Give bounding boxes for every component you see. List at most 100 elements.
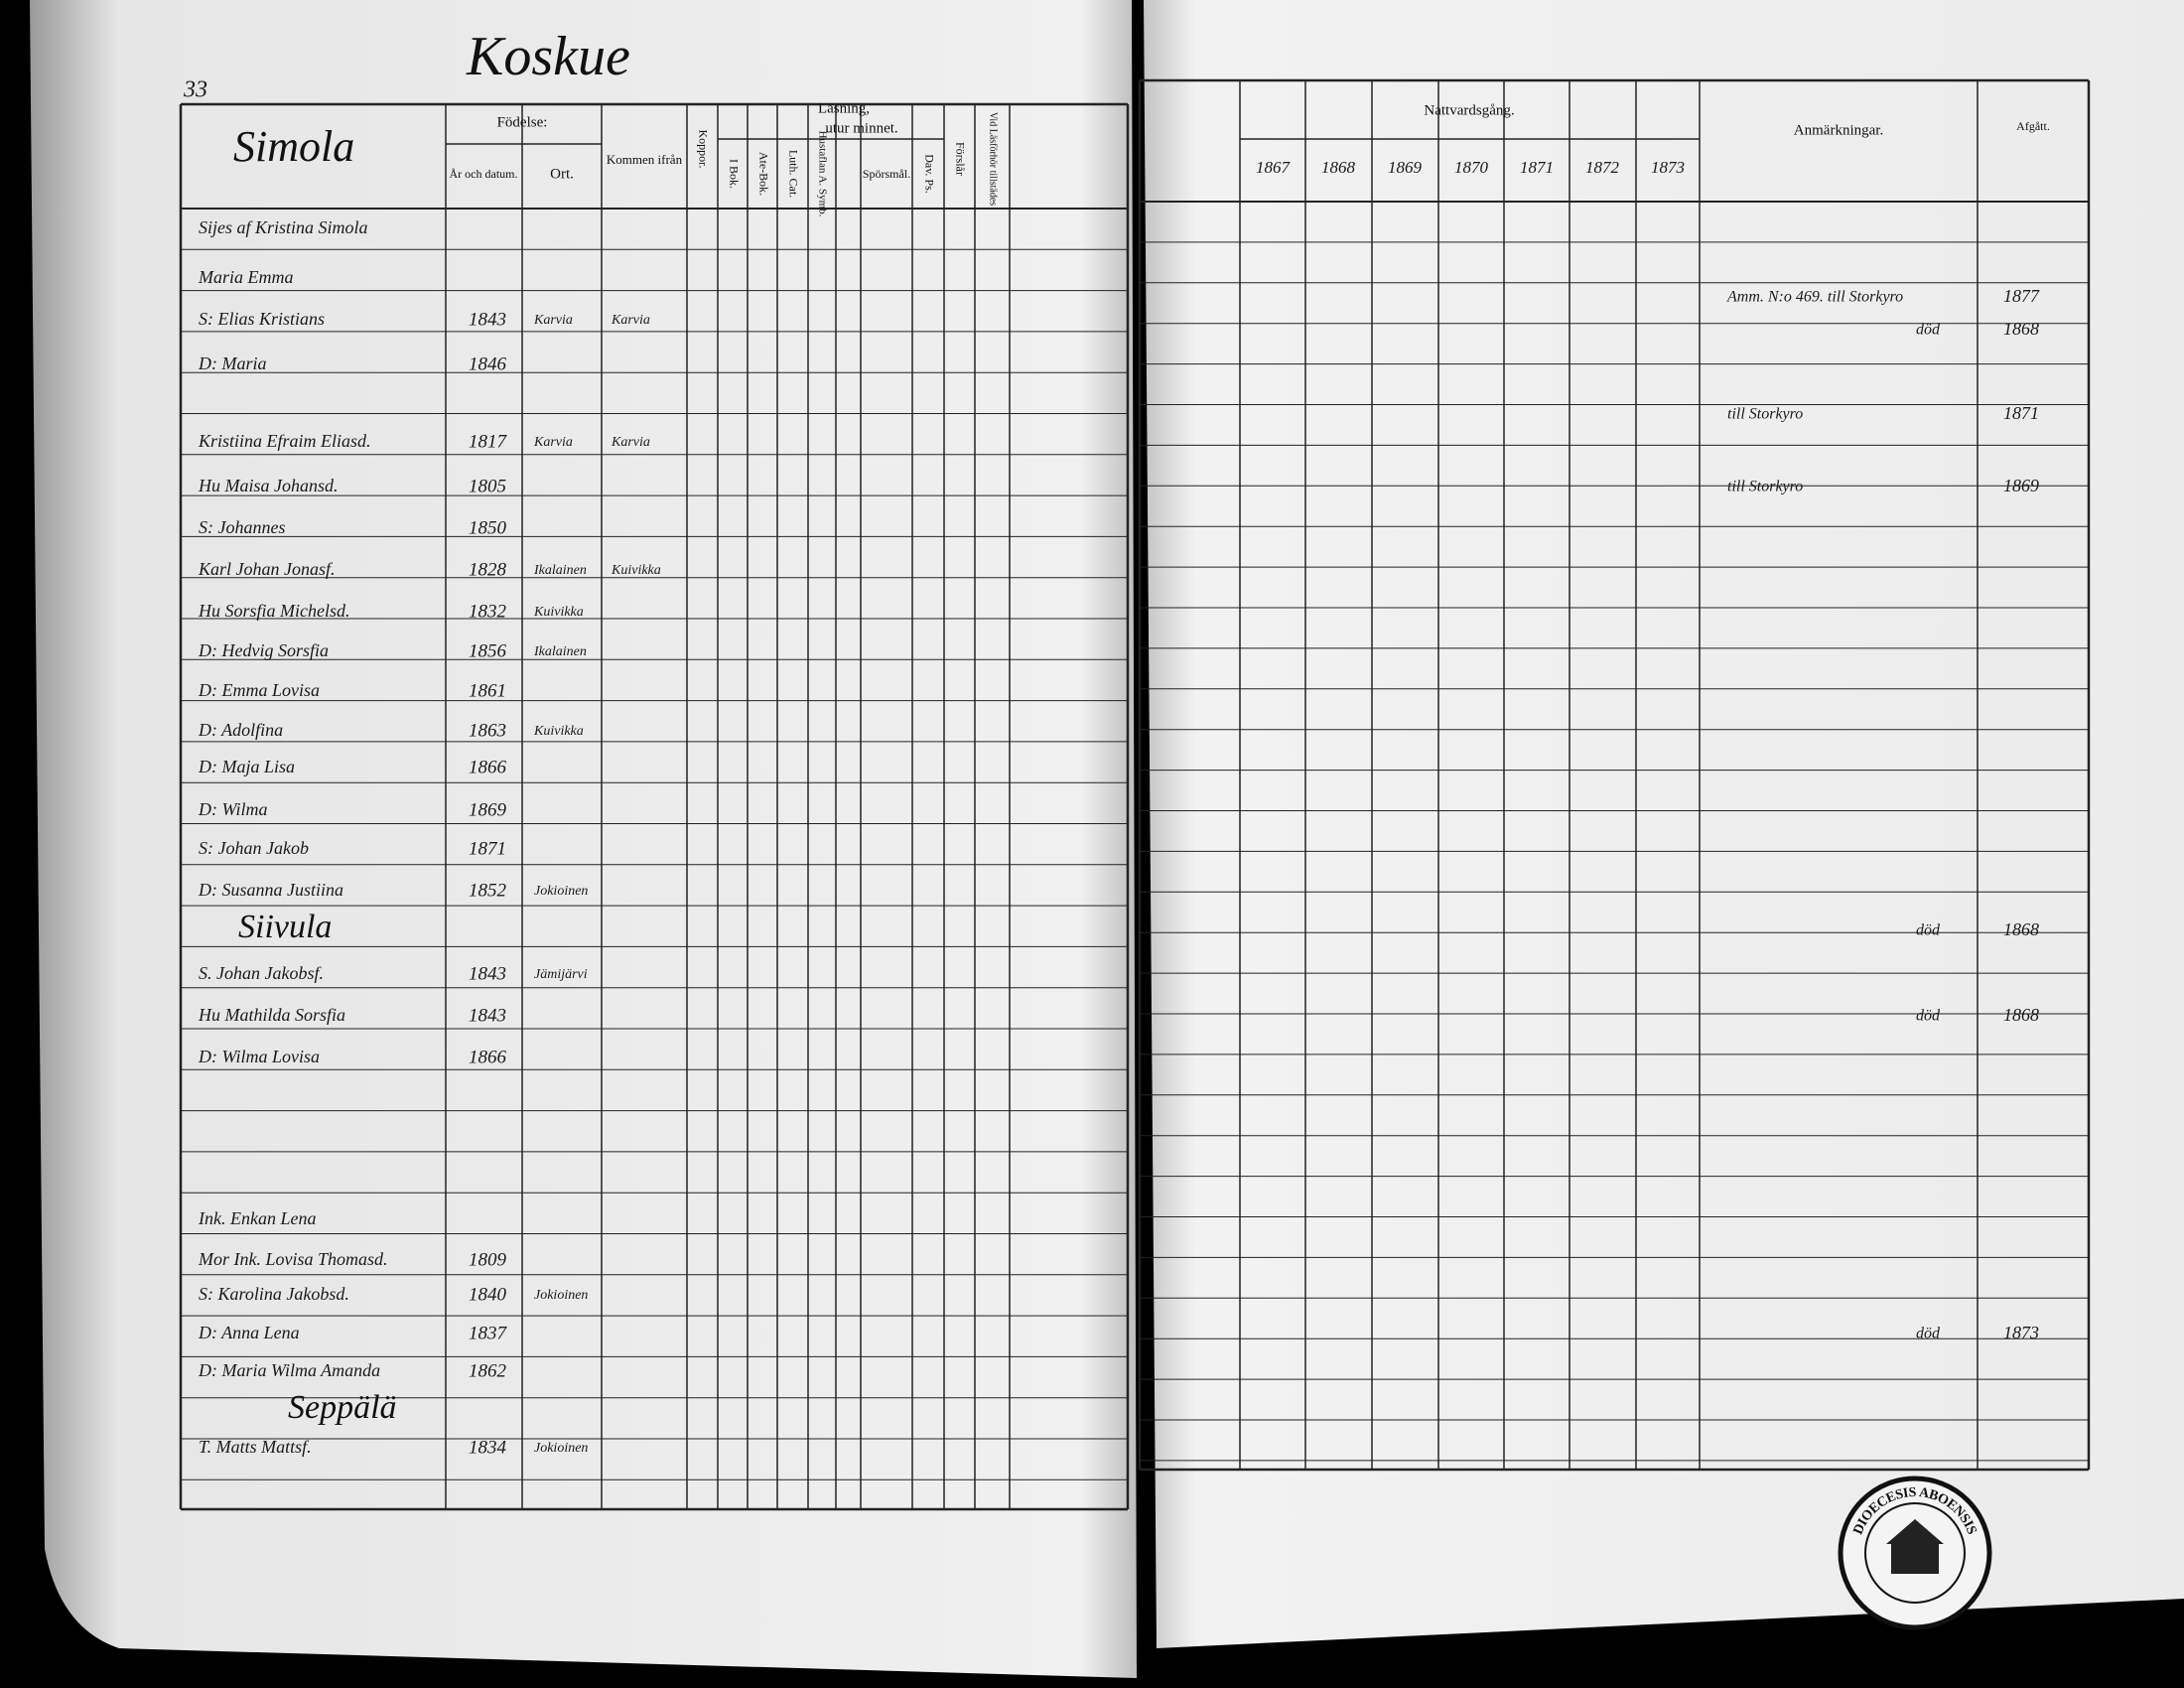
- person-name: S: Elias Kristians: [199, 309, 325, 329]
- came-from: Kuivikka: [611, 563, 661, 578]
- header: Anmärkningar.: [1794, 122, 1883, 138]
- year-header: 1873: [1651, 158, 1685, 177]
- birth-date: 1832: [469, 601, 507, 622]
- birth-date: 1843: [469, 963, 506, 984]
- birth-place: Jokioinen: [534, 1288, 588, 1303]
- came-from: Karvia: [611, 313, 650, 328]
- departed-year: 1868: [2003, 319, 2039, 339]
- year-header: 1869: [1388, 158, 1423, 177]
- birth-place: Ikalainen: [533, 644, 587, 659]
- header: Nattvardsgång.: [1424, 102, 1514, 118]
- person-name: D: Maja Lisa: [198, 757, 295, 776]
- person-name: D: Adolfina: [198, 720, 283, 740]
- birth-date: 1866: [469, 757, 507, 777]
- person-name: S: Johannes: [199, 517, 285, 537]
- person-name: D: Maria Wilma Amanda: [198, 1360, 380, 1380]
- birth-date: 1846: [469, 353, 507, 374]
- remark: död: [1916, 322, 1941, 339]
- person-name: T. Matts Mattsf.: [199, 1437, 312, 1457]
- birth-place: Jokioinen: [534, 1441, 588, 1456]
- birth-date: 1843: [469, 1005, 506, 1026]
- birth-date: 1869: [469, 799, 507, 820]
- birth-date: 1834: [469, 1437, 507, 1458]
- birth-date: 1862: [469, 1360, 507, 1381]
- header: Födelse:: [497, 114, 548, 130]
- person-name: Mor Ink. Lovisa Thomasd.: [198, 1249, 388, 1269]
- birth-date: 1805: [469, 476, 506, 496]
- person-name: Maria Emma: [198, 267, 294, 287]
- year-header: 1871: [1520, 158, 1554, 177]
- person-name: Ink. Enkan Lena: [198, 1208, 316, 1228]
- birth-place: Kuivikka: [533, 724, 584, 739]
- departed-year: 1868: [2003, 1005, 2039, 1025]
- birth-date: 1861: [469, 680, 506, 701]
- person-name: S. Johan Jakobsf.: [199, 963, 324, 983]
- person-name: S: Karolina Jakobsd.: [199, 1284, 349, 1304]
- birth-place: Ikalainen: [533, 563, 587, 578]
- farm-title: Siivula: [238, 909, 332, 945]
- page-number: 33: [183, 77, 207, 103]
- birth-date: 1856: [469, 640, 507, 661]
- person-name: D: Maria: [198, 353, 267, 373]
- year-header: 1872: [1585, 158, 1620, 177]
- farm-title: Simola: [233, 122, 354, 171]
- departed-year: 1873: [2003, 1323, 2039, 1342]
- birth-date: 1852: [469, 880, 507, 901]
- header: Afgått.: [2016, 119, 2050, 133]
- person-name: Hu Mathilda Sorsfia: [198, 1005, 345, 1025]
- header: Läsning,: [818, 100, 870, 116]
- birth-date: 1843: [469, 309, 506, 330]
- person-name: Sijes af Kristina Simola: [199, 217, 368, 237]
- birth-place: Jämijärvi: [534, 967, 588, 982]
- birth-date: 1809: [469, 1249, 507, 1270]
- right-page: [1144, 0, 2184, 1648]
- header: Spörsmål.: [863, 167, 910, 181]
- left-page: [30, 0, 1137, 1678]
- birth-date: 1863: [469, 720, 506, 741]
- header: År och datum.: [450, 167, 518, 181]
- birth-place: Jokioinen: [534, 884, 588, 899]
- person-name: D: Emma Lovisa: [198, 680, 320, 700]
- person-name: D: Susanna Justiina: [198, 880, 343, 900]
- person-name: Hu Maisa Johansd.: [198, 476, 339, 495]
- header: Hustaflan A. Symb.: [816, 131, 828, 217]
- birth-date: 1837: [469, 1323, 508, 1343]
- year-header: 1870: [1454, 158, 1489, 177]
- year-header: 1867: [1256, 158, 1292, 177]
- birth-place: Kuivikka: [533, 605, 584, 620]
- remark: till Storkyro: [1727, 406, 1803, 423]
- person-name: S: Johan Jakob: [199, 838, 309, 858]
- person-name: D: Wilma Lovisa: [198, 1047, 320, 1066]
- person-name: Karl Johan Jonasf.: [198, 559, 336, 579]
- person-name: D: Hedvig Sorsfia: [198, 640, 329, 660]
- remark: Amm. N:o 469. till Storkyro: [1726, 289, 1903, 306]
- person-name: Kristiina Efraim Eliasd.: [198, 431, 371, 451]
- header: Luth. Cat.: [786, 150, 800, 198]
- birth-date: 1840: [469, 1284, 507, 1305]
- remark: till Storkyro: [1727, 479, 1803, 495]
- came-from: Karvia: [611, 435, 650, 450]
- header: Ate-Bok.: [756, 152, 770, 196]
- birth-date: 1850: [469, 517, 507, 538]
- birth-date: 1817: [469, 431, 508, 452]
- header: Vid Läsförhör tillstädes: [988, 112, 999, 206]
- departed-year: 1869: [2003, 476, 2039, 495]
- person-name: Hu Sorsfia Michelsd.: [198, 601, 350, 621]
- village-title: Koskue: [466, 26, 630, 87]
- person-name: D: Anna Lena: [198, 1323, 300, 1342]
- departed-year: 1871: [2003, 403, 2039, 423]
- birth-date: 1828: [469, 559, 507, 580]
- birth-date: 1871: [469, 838, 506, 859]
- year-header: 1868: [1321, 158, 1356, 177]
- remark: död: [1916, 922, 1941, 939]
- departed-year: 1877: [2003, 286, 2040, 306]
- remark: död: [1916, 1326, 1941, 1342]
- birth-place: Karvia: [533, 435, 573, 450]
- header: I Bok.: [727, 159, 741, 189]
- departed-year: 1868: [2003, 919, 2039, 939]
- header: Förslår: [953, 142, 967, 176]
- header: Dav. Ps.: [922, 154, 936, 194]
- header: Kommen ifrån: [607, 152, 683, 167]
- remark: död: [1916, 1008, 1941, 1025]
